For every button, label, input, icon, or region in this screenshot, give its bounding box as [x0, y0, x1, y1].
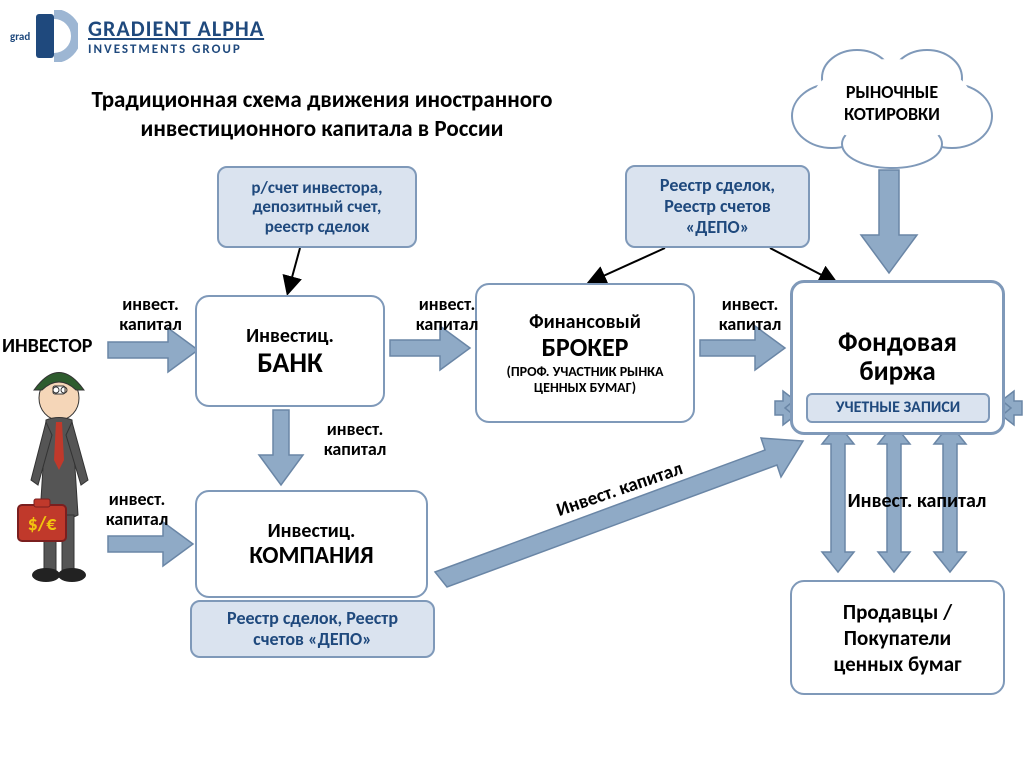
callout-depo2: Реестр сделок, Реестр счетов «ДЕПО»: [190, 600, 435, 658]
node-sellers: Продавцы / Покупатели ценных бумаг: [790, 580, 1005, 695]
logo-subtitle: INVESTMENTS GROUP: [88, 42, 264, 57]
label-cap5: инвест. капитал: [97, 490, 177, 530]
logo: grad GRADIENT ALPHA INVESTMENTS GROUP: [8, 10, 264, 62]
svg-text:$/€: $/€: [28, 512, 58, 536]
label-cap6: Инвест. капитал: [522, 448, 718, 533]
logo-title: GRADIENT ALPHA: [88, 15, 264, 42]
callout-records: УЧЕТНЫЕ ЗАПИСИ: [806, 393, 990, 423]
label-investor: ИНВЕСТОР: [2, 335, 92, 357]
node-bank: Инвестиц. БАНК: [195, 295, 385, 407]
label-cap4: инвест. капитал: [310, 420, 400, 460]
logo-mark-icon: grad: [8, 10, 78, 62]
callout-depo1: Реестр сделок, Реестр счетов «ДЕПО»: [625, 165, 810, 248]
label-cap2: инвест. капитал: [407, 295, 487, 335]
slide-title: Традиционная схема движения иностранного…: [42, 86, 602, 144]
label-cap1: инвест. капитал: [108, 295, 193, 335]
callout-account: р/счет инвестора, депозитный счет, реест…: [217, 166, 417, 248]
cloud-label: РЫНОЧНЫЕКОТИРОВКИ: [812, 82, 972, 125]
svg-text:grad: grad: [10, 30, 30, 43]
label-cap7: Инвест. капитал: [832, 490, 1002, 512]
label-cap3: инвест. капитал: [710, 295, 790, 335]
investor-icon: $/€: [16, 360, 106, 590]
node-broker: Финансовый БРОКЕР (ПРОФ. УЧАСТНИК РЫНКА …: [475, 283, 695, 423]
node-company: Инвестиц. КОМПАНИЯ: [195, 490, 428, 598]
